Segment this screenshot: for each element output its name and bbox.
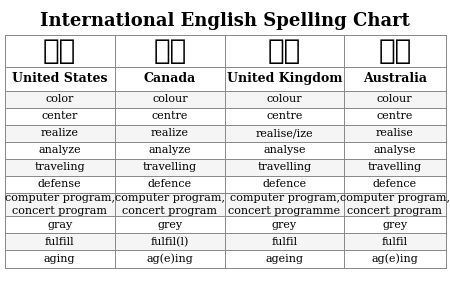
Bar: [344, 159, 446, 176]
Text: grey: grey: [382, 220, 407, 230]
Bar: [225, 91, 344, 108]
Bar: [4, 193, 115, 216]
Text: Canada: Canada: [144, 72, 196, 85]
Bar: [115, 108, 225, 125]
Bar: [115, 250, 225, 268]
Text: fulfil: fulfil: [271, 237, 297, 247]
Text: defence: defence: [373, 179, 417, 189]
Bar: [344, 142, 446, 159]
Bar: [115, 91, 225, 108]
Text: aging: aging: [44, 254, 76, 264]
Text: computer program,
concert program: computer program, concert program: [340, 193, 450, 216]
Text: centre: centre: [266, 111, 303, 121]
Text: realise/ize: realise/ize: [256, 128, 313, 138]
Bar: [225, 159, 344, 176]
Bar: [115, 142, 225, 159]
Bar: [115, 35, 225, 67]
Bar: [115, 233, 225, 250]
Text: International English Spelling Chart: International English Spelling Chart: [40, 12, 410, 29]
Bar: [115, 193, 225, 216]
Bar: [225, 176, 344, 193]
Text: centre: centre: [377, 111, 413, 121]
Text: 🇬🇧: 🇬🇧: [268, 37, 301, 65]
Text: United States: United States: [12, 72, 108, 85]
Text: centre: centre: [152, 111, 188, 121]
Text: travelling: travelling: [368, 162, 422, 172]
Text: center: center: [41, 111, 78, 121]
Bar: [344, 108, 446, 125]
Text: realise: realise: [376, 128, 414, 138]
Text: color: color: [45, 94, 74, 104]
Bar: [225, 233, 344, 250]
Bar: [4, 125, 115, 142]
Text: traveling: traveling: [34, 162, 85, 172]
Bar: [4, 67, 115, 91]
Text: computer program,
concert programme: computer program, concert programme: [229, 193, 341, 216]
Bar: [4, 176, 115, 193]
Text: fulfill: fulfill: [45, 237, 74, 247]
Text: travelling: travelling: [257, 162, 311, 172]
Bar: [4, 233, 115, 250]
Bar: [4, 216, 115, 233]
Text: defense: defense: [38, 179, 81, 189]
Bar: [4, 142, 115, 159]
Bar: [225, 67, 344, 91]
Bar: [344, 125, 446, 142]
Text: grey: grey: [158, 220, 182, 230]
Text: computer program,
concert program: computer program, concert program: [115, 193, 225, 216]
Text: computer program,
concert program: computer program, concert program: [4, 193, 115, 216]
Bar: [344, 193, 446, 216]
Bar: [344, 91, 446, 108]
Text: defence: defence: [148, 179, 192, 189]
Text: Australia: Australia: [363, 72, 427, 85]
Bar: [344, 233, 446, 250]
Text: defence: defence: [262, 179, 306, 189]
Text: realize: realize: [40, 128, 79, 138]
Bar: [225, 216, 344, 233]
Text: gray: gray: [47, 220, 72, 230]
Text: 🇦🇺: 🇦🇺: [378, 37, 411, 65]
Text: 🇺🇸: 🇺🇸: [43, 37, 76, 65]
Bar: [225, 108, 344, 125]
Bar: [225, 250, 344, 268]
Bar: [4, 35, 115, 67]
Text: travelling: travelling: [143, 162, 197, 172]
Bar: [225, 142, 344, 159]
Bar: [225, 35, 344, 67]
Bar: [4, 91, 115, 108]
Bar: [4, 108, 115, 125]
Text: colour: colour: [377, 94, 413, 104]
Bar: [344, 250, 446, 268]
Bar: [344, 176, 446, 193]
Text: analyse: analyse: [374, 145, 416, 155]
Text: analyze: analyze: [148, 145, 191, 155]
Text: 🇨🇦: 🇨🇦: [153, 37, 186, 65]
Bar: [225, 193, 344, 216]
Bar: [4, 159, 115, 176]
Text: colour: colour: [267, 94, 302, 104]
Bar: [115, 67, 225, 91]
Bar: [115, 125, 225, 142]
Text: analyze: analyze: [38, 145, 81, 155]
Text: United Kingdom: United Kingdom: [227, 72, 342, 85]
Text: ag(e)ing: ag(e)ing: [147, 254, 193, 264]
Bar: [344, 35, 446, 67]
Bar: [344, 216, 446, 233]
Text: fulfil: fulfil: [382, 237, 408, 247]
Bar: [344, 67, 446, 91]
Bar: [115, 216, 225, 233]
Bar: [4, 250, 115, 268]
Text: realize: realize: [151, 128, 189, 138]
Text: analyse: analyse: [263, 145, 306, 155]
Bar: [225, 125, 344, 142]
Text: ageing: ageing: [266, 254, 304, 264]
Bar: [115, 176, 225, 193]
Text: fulfil(l): fulfil(l): [151, 237, 189, 247]
Bar: [115, 159, 225, 176]
Text: colour: colour: [152, 94, 188, 104]
Text: grey: grey: [272, 220, 297, 230]
Text: ag(e)ing: ag(e)ing: [371, 254, 418, 264]
